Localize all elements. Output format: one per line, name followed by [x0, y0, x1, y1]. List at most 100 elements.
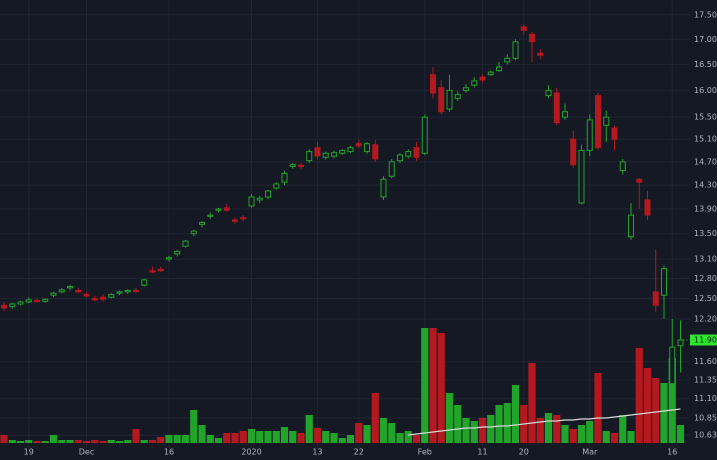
candle-body	[446, 89, 453, 110]
y-tick-label: 10.63	[694, 431, 717, 440]
volume-bar	[66, 440, 74, 443]
volume-bar	[594, 373, 602, 443]
volume-bar	[322, 431, 330, 443]
candle-body	[496, 66, 502, 72]
volume-bar	[412, 435, 421, 443]
x-tick-label: 13	[312, 448, 322, 457]
volume-bar	[668, 358, 676, 443]
volume-bar	[586, 421, 594, 443]
candle-body	[364, 143, 370, 153]
volume-bar	[74, 440, 82, 443]
candle-body	[265, 190, 271, 198]
candle-body	[562, 111, 568, 118]
candle-body	[149, 270, 156, 273]
volume-bar	[140, 440, 148, 443]
volume-bar	[577, 425, 586, 443]
candle-body	[1, 304, 7, 309]
volume-bar	[16, 441, 25, 443]
volume-bar	[652, 378, 660, 443]
candle-body	[190, 230, 197, 235]
volume-bar	[330, 433, 338, 443]
candle-body	[174, 250, 181, 255]
y-tick-label: 14.70	[694, 157, 717, 166]
candle-body	[487, 71, 494, 76]
volume-bar	[280, 427, 289, 443]
volume-bar	[602, 431, 610, 443]
y-tick-label: 11.60	[694, 357, 717, 366]
volume-bar	[264, 431, 272, 443]
candle-body	[157, 268, 164, 272]
volume-bar	[247, 429, 256, 443]
volume-bar	[297, 433, 305, 443]
volume-bar	[404, 431, 412, 443]
volume-bar	[396, 433, 404, 443]
volume-bar	[561, 425, 569, 443]
candle-body	[215, 208, 222, 211]
volume-bar	[289, 431, 297, 443]
volume-bar	[346, 435, 355, 443]
candle-body	[529, 33, 535, 43]
volume-bar	[553, 415, 561, 443]
candle-body	[611, 127, 618, 140]
candle-body	[537, 52, 544, 56]
candle-body	[34, 300, 40, 303]
volume-bar	[99, 441, 107, 443]
candle-body	[75, 289, 82, 293]
volume-bar	[544, 413, 553, 443]
x-tick-label: 2020	[241, 448, 261, 457]
candle-body	[141, 279, 148, 286]
candle-body	[306, 151, 313, 162]
candle-body	[281, 172, 288, 183]
volume-bar	[643, 368, 652, 443]
volume-bar	[132, 429, 140, 443]
volume-bar	[313, 428, 322, 443]
y-tick-label: 13.90	[694, 205, 717, 214]
x-tick-label: 16	[667, 448, 677, 457]
candle-body	[83, 294, 90, 297]
candle-body	[471, 80, 478, 86]
volume-bar	[91, 440, 99, 443]
candle-body	[223, 207, 230, 211]
x-tick-label: Mar	[582, 448, 598, 457]
volume-bar	[206, 435, 214, 443]
candle-body	[570, 138, 577, 166]
volume-bar	[0, 435, 8, 443]
volume-bar	[214, 438, 223, 443]
candle-body	[100, 296, 106, 300]
volume-bar	[157, 437, 165, 443]
volume-bar	[388, 423, 396, 443]
price-tag	[690, 334, 717, 346]
y-tick-label: 15.50	[694, 113, 717, 122]
candle-body	[380, 178, 387, 198]
volume-bar	[198, 425, 206, 443]
volume-bar	[536, 418, 544, 443]
candle-body	[413, 147, 420, 158]
volume-bar	[371, 393, 379, 443]
y-tick-label: 14.30	[694, 181, 717, 190]
candle-body	[520, 26, 527, 31]
candle-body	[248, 196, 255, 207]
candle-body	[166, 257, 172, 260]
candle-body	[677, 339, 684, 347]
volume-bar	[231, 433, 239, 443]
candle-body	[207, 214, 214, 217]
volume-ma-line	[408, 408, 681, 436]
volume-bar	[487, 415, 495, 443]
volume-bar	[445, 393, 454, 443]
volume-bar	[41, 441, 49, 443]
volume-bar	[190, 410, 198, 443]
volume-bar	[528, 363, 536, 443]
candle-body	[355, 143, 362, 147]
y-tick-label: 10.85	[694, 413, 717, 422]
candle-body	[586, 119, 593, 151]
y-tick-label: 11.10	[694, 394, 717, 403]
candle-body	[545, 89, 552, 97]
volume-bar	[676, 425, 685, 443]
candle-body	[67, 285, 73, 289]
y-tick-label: 15.10	[694, 135, 717, 144]
volume-bar	[470, 421, 478, 443]
volume-bar	[610, 433, 619, 443]
y-tick-label: 12.80	[694, 274, 717, 283]
candle-body	[108, 294, 115, 298]
